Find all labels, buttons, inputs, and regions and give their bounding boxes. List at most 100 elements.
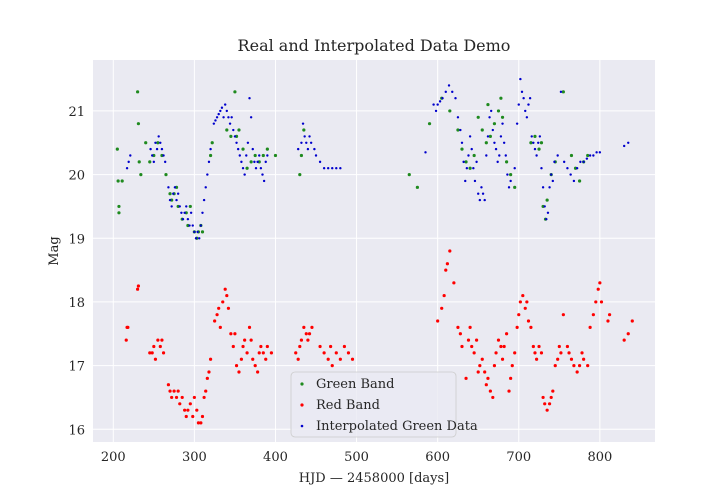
interpolated-green-point [509, 179, 512, 183]
interpolated-green-point [296, 147, 300, 151]
interpolated-green-point [548, 186, 551, 189]
red-band-point [499, 344, 503, 349]
interpolated-green-point [545, 217, 548, 221]
interpolated-green-point [233, 135, 237, 138]
green-band-point [200, 230, 205, 234]
red-band-point [192, 395, 196, 400]
interpolated-green-point [468, 135, 472, 138]
interpolated-green-point [198, 237, 201, 240]
red-band-point [249, 338, 253, 342]
red-band-point [567, 351, 571, 355]
green-band-point [302, 128, 306, 132]
red-band-point [229, 332, 233, 336]
interpolated-green-point [258, 154, 261, 157]
interpolated-green-point [595, 151, 598, 154]
red-band-point [158, 344, 162, 349]
red-band-point [537, 344, 541, 349]
green-band-point [537, 147, 541, 151]
interpolated-green-point [556, 154, 559, 157]
interpolated-green-point [540, 167, 543, 170]
interpolated-green-point [499, 135, 503, 138]
green-band-point [299, 153, 304, 158]
red-band-point [569, 357, 574, 361]
red-band-point [539, 351, 544, 355]
green-band-point [492, 122, 497, 126]
y-tick-label: 17 [68, 360, 85, 375]
green-band-point [529, 141, 533, 145]
y-tick-label: 20 [68, 169, 85, 184]
interpolated-green-point [441, 97, 444, 100]
interpolated-green-point [494, 147, 498, 151]
interpolated-green-point [553, 160, 556, 164]
red-band-point [215, 313, 219, 317]
interpolated-green-point [235, 141, 238, 144]
red-band-point [559, 351, 563, 355]
green-band-point [513, 185, 517, 189]
interpolated-green-point [335, 167, 338, 170]
red-band-point [549, 395, 553, 400]
x-axis-title: HJD — 2458000 [days] [299, 471, 450, 486]
green-band-point [545, 198, 549, 202]
legend-box [290, 371, 457, 438]
interpolated-green-point [264, 160, 267, 164]
interpolated-green-point [483, 198, 486, 202]
interpolated-green-point [530, 135, 533, 138]
green-band-point [456, 128, 460, 132]
interpolated-green-point [212, 122, 216, 125]
red-band-point [257, 351, 261, 355]
red-band-point [195, 408, 199, 412]
green-band-point [120, 179, 124, 183]
green-band-point [407, 173, 411, 177]
interpolated-green-point [215, 116, 219, 119]
red-band-point [472, 351, 476, 355]
red-band-point [607, 313, 612, 317]
interpolated-green-point [475, 160, 478, 164]
green-band-point [480, 128, 484, 132]
red-band-point [510, 364, 514, 368]
red-band-point [545, 408, 549, 412]
red-band-point [234, 364, 239, 368]
interpolated-green-point [456, 116, 460, 119]
red-band-point [440, 306, 444, 310]
interpolated-green-point [549, 173, 553, 176]
green-band-point [261, 153, 265, 158]
interpolated-green-point [513, 167, 516, 170]
interpolated-green-point [331, 167, 334, 170]
x-tick-label: 300 [182, 450, 207, 465]
red-band-point [515, 325, 519, 329]
legend-marker-red-band [300, 403, 304, 407]
red-band-point [241, 344, 245, 349]
green-band-point [229, 134, 233, 138]
red-band-point [330, 364, 334, 368]
x-tick-label: 200 [101, 450, 126, 465]
interpolated-green-point [485, 154, 488, 157]
interpolated-green-point [575, 167, 579, 170]
interpolated-green-point [496, 160, 499, 164]
red-band-point [525, 300, 529, 304]
interpolated-green-point [160, 147, 164, 151]
legend-marker-green-band [300, 382, 304, 386]
interpolated-green-point [489, 109, 493, 113]
green-band-point [468, 166, 472, 170]
legend-label-interpolated-green: Interpolated Green Data [316, 419, 478, 434]
interpolated-green-point [566, 167, 569, 170]
red-band-point [299, 338, 304, 342]
interpolated-green-point [230, 116, 233, 119]
interpolated-green-point [300, 141, 303, 144]
red-band-point [521, 293, 525, 298]
interpolated-green-point [569, 173, 572, 176]
interpolated-green-point [256, 160, 259, 164]
green-band-point [539, 141, 544, 145]
interpolated-green-point [209, 147, 212, 151]
red-band-point [470, 344, 474, 349]
interpolated-green-point [149, 147, 152, 151]
green-band-point [136, 90, 140, 94]
red-band-point [622, 338, 626, 342]
red-band-point [468, 325, 472, 329]
interpolated-green-point [162, 154, 165, 157]
interpolated-green-point [243, 173, 246, 176]
interpolated-green-point [207, 160, 211, 164]
red-band-point [577, 364, 582, 368]
x-tick-label: 800 [587, 450, 612, 465]
interpolated-green-point [451, 90, 454, 94]
